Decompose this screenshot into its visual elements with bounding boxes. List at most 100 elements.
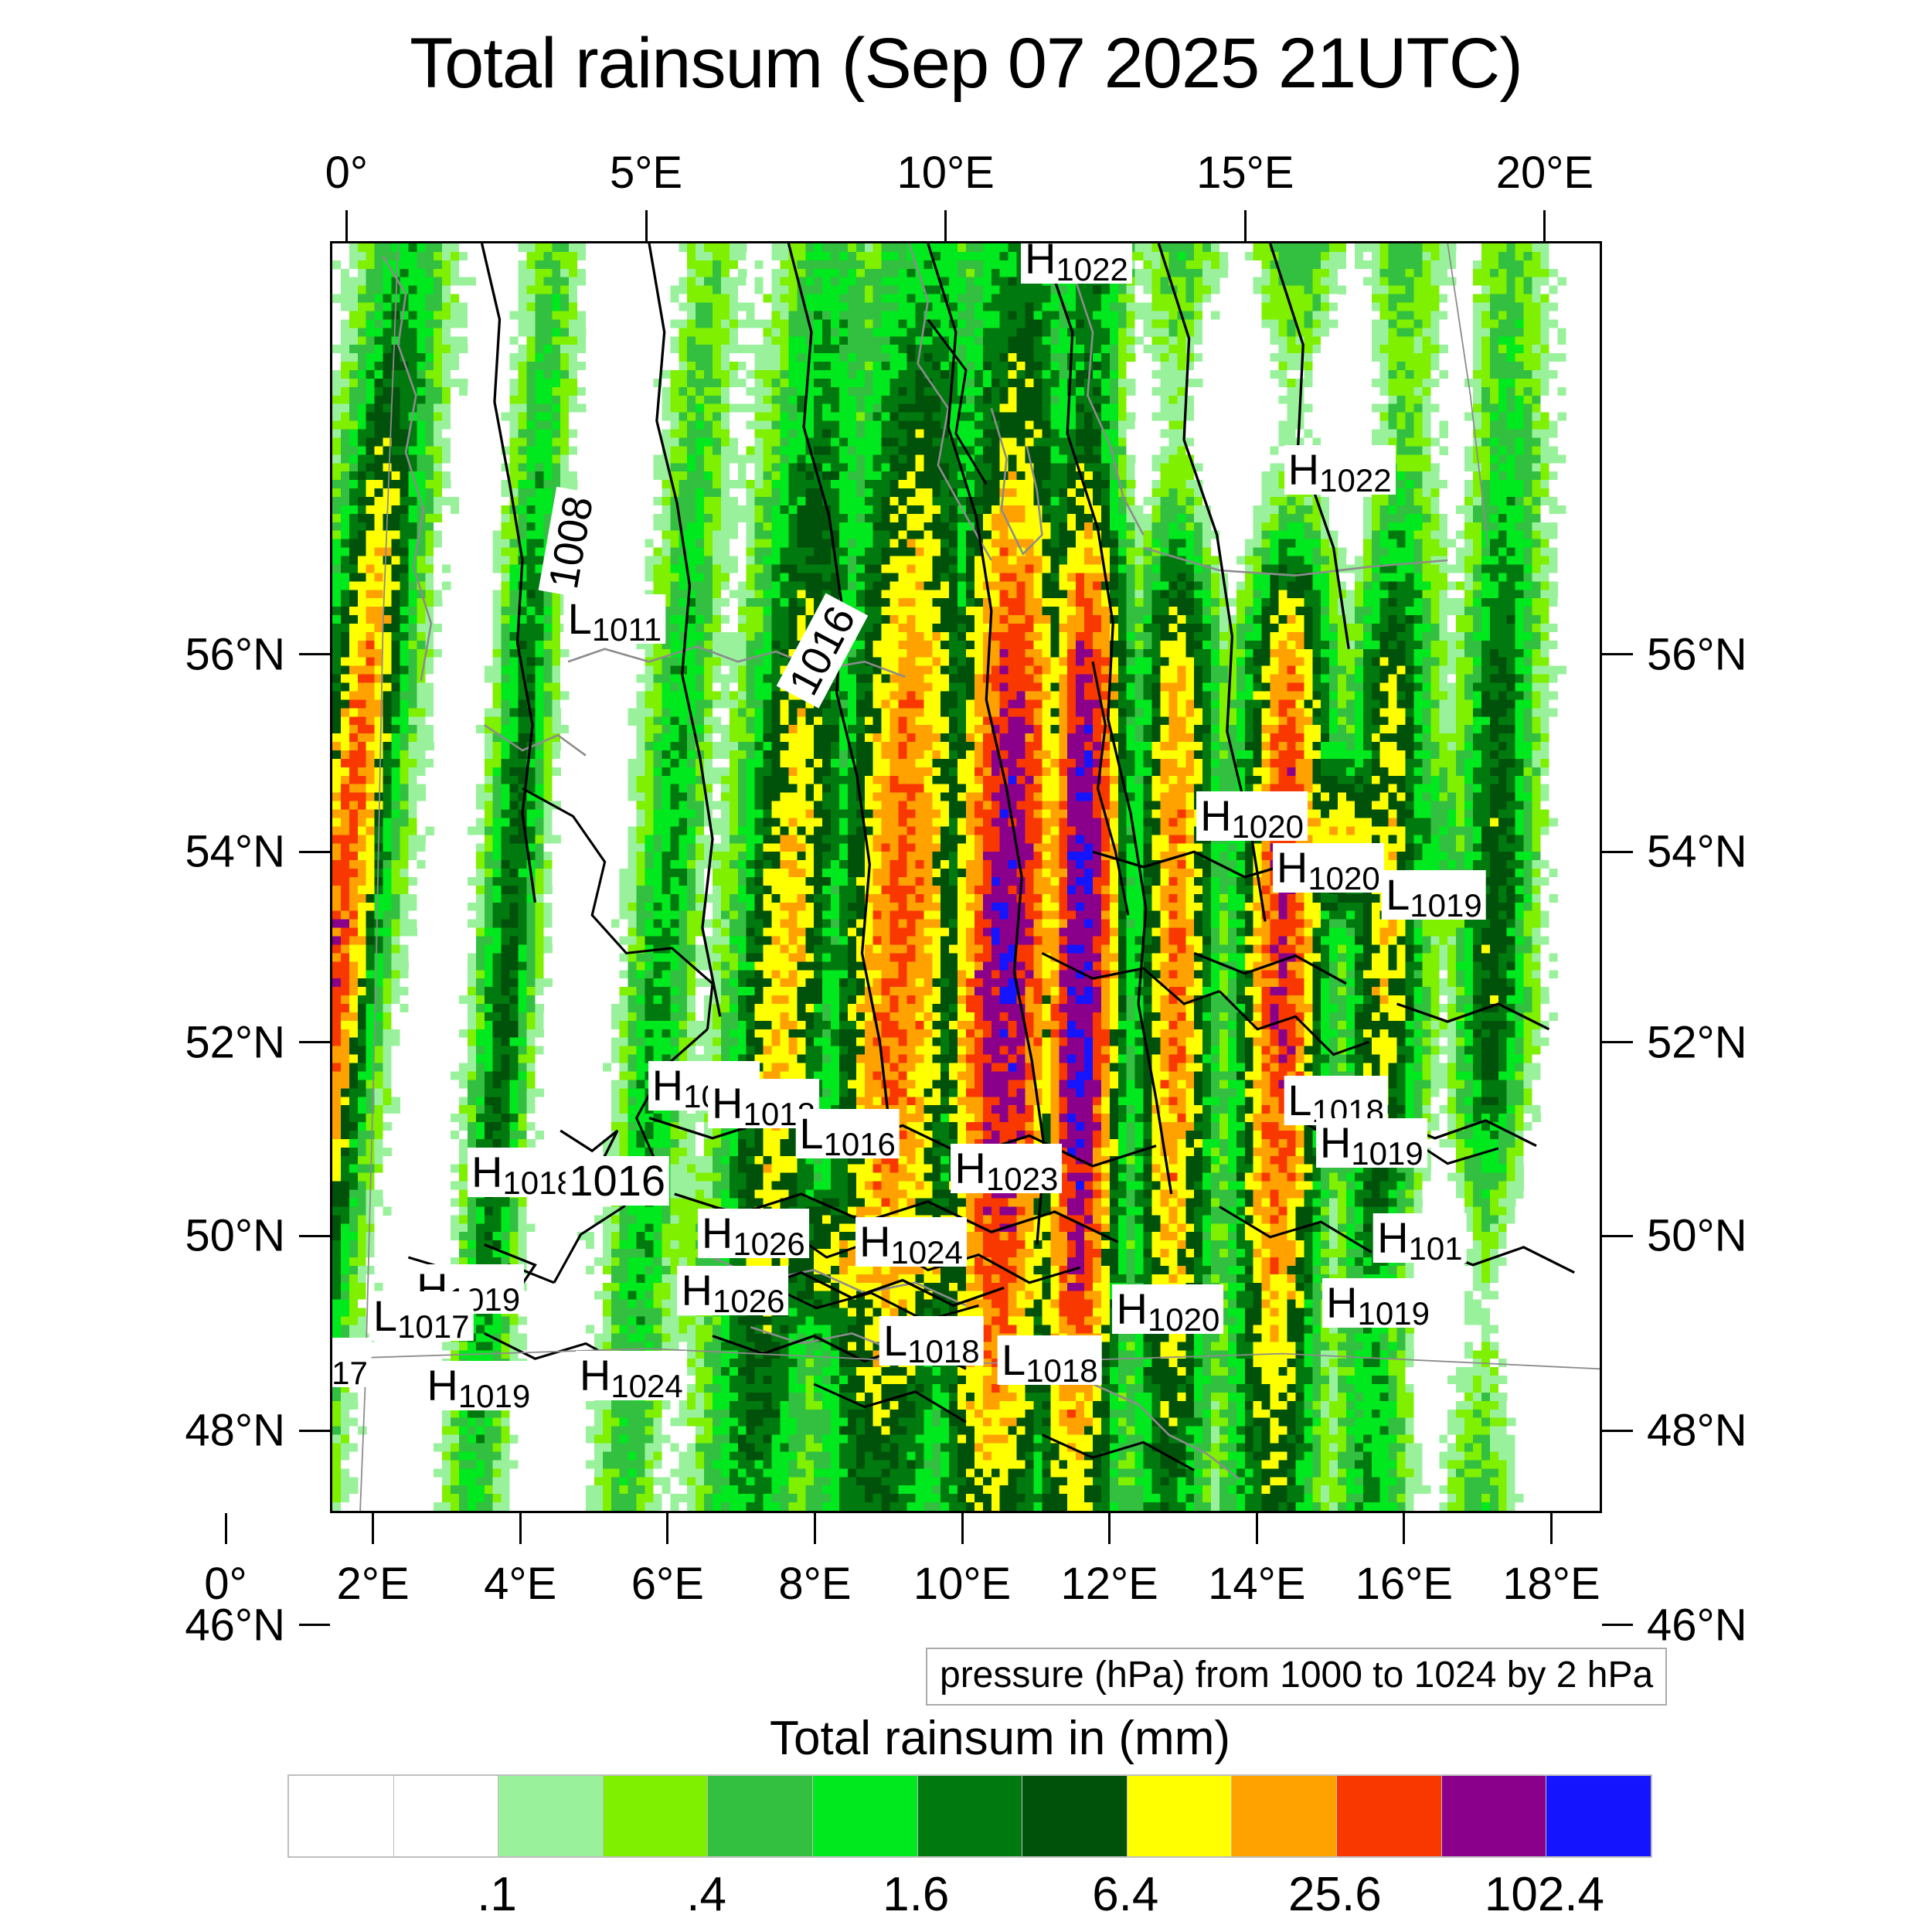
tick-right (1602, 1234, 1633, 1237)
tick-bottom (372, 1513, 375, 1544)
axis-label-left-5: 46°N (185, 1599, 285, 1651)
colorbar-tick-2: 1.6 (883, 1867, 949, 1922)
colorbar-segment-3[interactable] (603, 1776, 709, 1856)
colorbar-tick-3: 6.4 (1092, 1867, 1158, 1922)
high-pressure-label: H1019 (1315, 1117, 1427, 1169)
colorbar[interactable] (287, 1774, 1652, 1858)
tick-bottom (1403, 1513, 1406, 1544)
high-pressure-label: H1020 (1272, 843, 1384, 895)
axis-label-right-2: 52°N (1647, 1016, 1747, 1068)
colorbar-segment-7[interactable] (1022, 1776, 1128, 1856)
tick-bottom (1108, 1513, 1111, 1544)
tick-right (1602, 1041, 1633, 1044)
axis-label-top-1: 5°E (610, 147, 682, 199)
colorbar-segment-10[interactable] (1337, 1776, 1442, 1856)
low-pressure-label: L1016 (795, 1109, 900, 1161)
tick-left (299, 1429, 330, 1432)
colorbar-segment-4[interactable] (708, 1776, 814, 1856)
axis-label-right-5: 46°N (1647, 1599, 1747, 1651)
colorbar-segment-12[interactable] (1546, 1776, 1651, 1856)
tick-right (1602, 653, 1633, 656)
tick-left (299, 653, 330, 656)
low-pressure-label: L1018 (998, 1335, 1102, 1387)
low-pressure-label: L1019 (1382, 869, 1486, 921)
tick-top (1243, 210, 1247, 241)
low-pressure-label: L1018 (879, 1316, 984, 1368)
colorbar-segment-11[interactable] (1441, 1776, 1547, 1856)
axis-label-top-4: 20°E (1496, 147, 1594, 199)
colorbar-segment-6[interactable] (917, 1776, 1023, 1856)
tick-bottom (1549, 1513, 1553, 1544)
axis-label-bottom-4: 8°E (778, 1558, 851, 1610)
axis-label-bottom-3: 6°E (631, 1558, 704, 1610)
high-pressure-label: H101 (1373, 1213, 1467, 1265)
high-pressure-label: H1019 (1322, 1278, 1434, 1330)
axis-label-left-4: 48°N (185, 1405, 285, 1457)
high-pressure-label: H1023 (951, 1143, 1063, 1195)
high-pressure-label: H1022 (1020, 243, 1132, 285)
tick-top (944, 210, 947, 241)
axis-label-bottom-7: 14°E (1208, 1558, 1305, 1610)
pressure-legend: pressure (hPa) from 1000 to 1024 by 2 hP… (926, 1648, 1668, 1706)
colorbar-tick-0: .1 (477, 1867, 517, 1922)
colorbar-segment-1[interactable] (393, 1776, 499, 1856)
tick-bottom (666, 1513, 669, 1544)
tick-bottom (224, 1513, 227, 1544)
axis-label-bottom-0: 0° (204, 1558, 247, 1610)
axis-label-right-4: 48°N (1647, 1405, 1747, 1457)
high-pressure-label: H1026 (697, 1208, 809, 1260)
axis-label-top-2: 10°E (896, 147, 994, 199)
axis-label-top-3: 15°E (1196, 147, 1294, 199)
tick-left (299, 1234, 330, 1237)
page-title: Total rainsum (Sep 07 2025 21UTC) (0, 23, 1932, 104)
axis-label-left-3: 50°N (185, 1210, 285, 1262)
colorbar-segment-9[interactable] (1232, 1776, 1338, 1856)
high-pressure-label: H1026 (677, 1265, 789, 1317)
colorbar-tick-4: 25.6 (1288, 1867, 1382, 1922)
high-pressure-label: H1018 (467, 1147, 579, 1199)
tick-bottom (519, 1513, 522, 1544)
axis-label-left-1: 54°N (185, 826, 285, 878)
tick-left (299, 1624, 330, 1627)
tick-right (1602, 1624, 1633, 1627)
colorbar-caption: Total rainsum in (mm) (770, 1711, 1230, 1766)
tick-top (345, 210, 348, 241)
axis-label-bottom-6: 12°E (1060, 1558, 1158, 1610)
high-pressure-label: H1024 (855, 1217, 967, 1269)
tick-bottom (1255, 1513, 1258, 1544)
colorbar-tick-1: .4 (686, 1867, 726, 1922)
tick-left (299, 1041, 330, 1044)
tick-bottom (813, 1513, 816, 1544)
low-pressure-label: L1011 (563, 594, 666, 645)
axis-label-right-0: 56°N (1647, 628, 1747, 680)
low-pressure-label: L1017 (332, 1338, 372, 1389)
map-panel[interactable]: 1008101610161016H1021L1021H1022L1021H102… (330, 241, 1602, 1513)
colorbar-segment-2[interactable] (498, 1776, 604, 1856)
axis-label-bottom-9: 18°E (1502, 1558, 1600, 1610)
axis-label-bottom-2: 4°E (484, 1558, 556, 1610)
axis-label-right-3: 50°N (1647, 1210, 1747, 1262)
high-pressure-label: H1022 (1284, 444, 1396, 496)
high-pressure-label: H1020 (1112, 1284, 1224, 1336)
tick-bottom (961, 1513, 964, 1544)
colorbar-segment-8[interactable] (1127, 1776, 1233, 1856)
colorbar-segment-5[interactable] (813, 1776, 918, 1856)
axis-label-left-0: 56°N (185, 628, 285, 680)
tick-top (1543, 210, 1546, 241)
high-pressure-label: H1019 (423, 1361, 535, 1413)
axis-label-bottom-8: 16°E (1355, 1558, 1453, 1610)
low-pressure-label: L1017 (369, 1291, 474, 1342)
axis-label-bottom-1: 2°E (337, 1558, 410, 1610)
axis-label-top-0: 0° (325, 147, 368, 199)
tick-right (1602, 850, 1633, 853)
high-pressure-label: H1020 (1196, 791, 1308, 842)
axis-label-right-1: 54°N (1647, 826, 1747, 878)
axis-label-bottom-5: 10°E (913, 1558, 1011, 1610)
tick-left (299, 850, 330, 853)
colorbar-tick-5: 102.4 (1485, 1867, 1604, 1922)
axis-label-left-2: 52°N (185, 1016, 285, 1068)
colorbar-segment-0[interactable] (289, 1776, 394, 1856)
tick-top (645, 210, 648, 241)
isobar-label: 1016 (565, 1156, 669, 1206)
